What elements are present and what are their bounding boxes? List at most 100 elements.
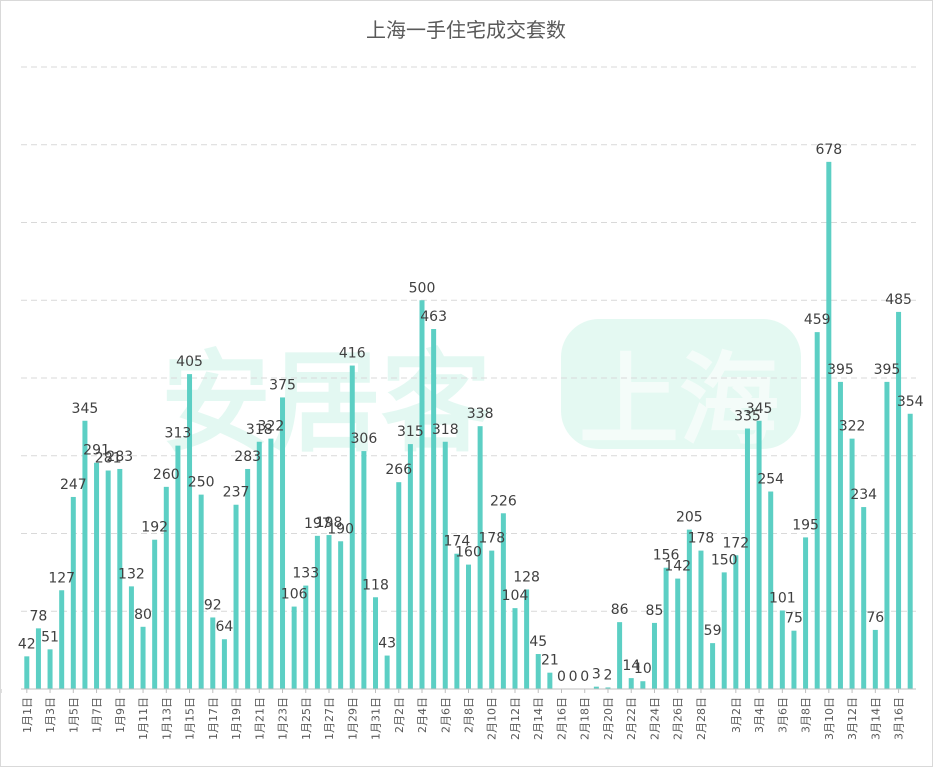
value-label: 142 <box>664 559 691 575</box>
bar <box>128 586 134 689</box>
bar <box>82 420 88 689</box>
tick-label: 1月23日 <box>277 697 290 740</box>
value-label: 234 <box>850 487 877 503</box>
grid <box>21 66 916 612</box>
value-label: 78 <box>30 608 48 624</box>
value-label: 132 <box>118 566 145 582</box>
tick-label: 1月31日 <box>370 697 383 740</box>
value-label: 101 <box>769 590 796 606</box>
value-label: 281 <box>95 451 122 467</box>
bar <box>466 564 471 689</box>
bar <box>861 507 867 689</box>
value-label: 133 <box>292 566 319 582</box>
bar <box>314 535 320 689</box>
bar <box>837 381 843 689</box>
bar <box>384 655 390 689</box>
bar <box>187 374 193 689</box>
bar <box>814 332 820 689</box>
tick-label: 3月12日 <box>846 697 859 740</box>
value-label: 85 <box>646 603 664 619</box>
bars <box>24 161 913 690</box>
value-label: 313 <box>165 426 192 442</box>
tick-label: 1月19日 <box>230 697 243 740</box>
bar <box>47 649 53 689</box>
bar <box>24 656 30 689</box>
value-label: 2 <box>604 667 613 683</box>
bar <box>605 687 611 689</box>
bar <box>268 438 274 689</box>
bar <box>640 681 646 689</box>
bar <box>524 589 530 689</box>
bar <box>163 486 169 689</box>
bar <box>500 513 506 689</box>
bar <box>803 537 809 689</box>
value-label: 0 <box>580 669 589 685</box>
tick-label: 1月21日 <box>253 697 266 740</box>
bar <box>117 468 123 689</box>
value-label: 335 <box>734 409 761 425</box>
value-label: 315 <box>397 424 424 440</box>
bar <box>686 529 692 689</box>
value-label: 283 <box>234 449 261 465</box>
tick-label: 2月14日 <box>532 697 545 740</box>
value-label: 43 <box>378 636 396 652</box>
tick-label: 2月2日 <box>393 697 406 733</box>
tick-label: 2月12日 <box>509 697 522 740</box>
x-axis-ticks: 1月1日 1月3日 1月5日 1月7日 1月9日 1月11日 1月13日 1月15日 1月17日… <box>1 689 906 740</box>
value-label: 156 <box>653 548 680 564</box>
value-label: 395 <box>874 362 901 378</box>
tick-label: 1月11日 <box>137 697 150 740</box>
bar <box>221 639 227 689</box>
value-label: 14 <box>622 658 640 674</box>
bar <box>70 496 76 689</box>
value-label: 416 <box>339 346 366 362</box>
bar <box>326 535 332 689</box>
tick-label: 1月25日 <box>300 697 313 740</box>
value-label: 10 <box>634 661 652 677</box>
value-label: 254 <box>757 472 784 488</box>
tick-label: 3月2日 <box>730 697 743 733</box>
bar <box>710 643 716 689</box>
bar <box>198 494 204 689</box>
tick-label: 1月29日 <box>346 697 359 740</box>
value-label: 21 <box>541 653 559 669</box>
value-label: 266 <box>385 462 412 478</box>
value-label: 247 <box>60 477 87 493</box>
value-label: 338 <box>467 406 494 422</box>
bar <box>675 578 681 689</box>
value-label: 127 <box>48 570 75 586</box>
value-label: 345 <box>746 401 773 417</box>
bar <box>442 441 448 689</box>
tick-label: 1月3日 <box>44 697 57 733</box>
value-label: 375 <box>269 377 296 393</box>
bar <box>454 553 460 689</box>
bar <box>175 445 181 689</box>
value-label: 260 <box>153 467 180 483</box>
tick-label: 3月16日 <box>893 697 906 740</box>
tick-label: 1月17日 <box>207 697 220 740</box>
bar <box>628 678 634 689</box>
value-label: 92 <box>204 597 222 613</box>
value-label: 395 <box>827 362 854 378</box>
bar <box>535 654 541 689</box>
bar <box>210 617 216 689</box>
value-label: 197 <box>304 516 331 532</box>
tick-label: 3月8日 <box>800 697 813 733</box>
value-label: 354 <box>897 394 924 410</box>
tick-label: 3月6日 <box>776 697 789 733</box>
tick-label: 2月10日 <box>486 697 499 740</box>
bar <box>884 381 890 689</box>
bar <box>407 444 413 689</box>
bar <box>872 629 878 689</box>
value-label: 250 <box>188 475 215 491</box>
tick-label: 3月10日 <box>823 697 836 740</box>
value-label: 0 <box>557 669 566 685</box>
value-label: 3 <box>592 667 601 683</box>
value-label: 128 <box>513 569 540 585</box>
value-label: 306 <box>351 431 378 447</box>
tick-label: 3月14日 <box>869 697 882 740</box>
bar <box>768 491 774 689</box>
value-label: 86 <box>611 602 629 618</box>
tick-label: 1月5日 <box>67 697 80 733</box>
